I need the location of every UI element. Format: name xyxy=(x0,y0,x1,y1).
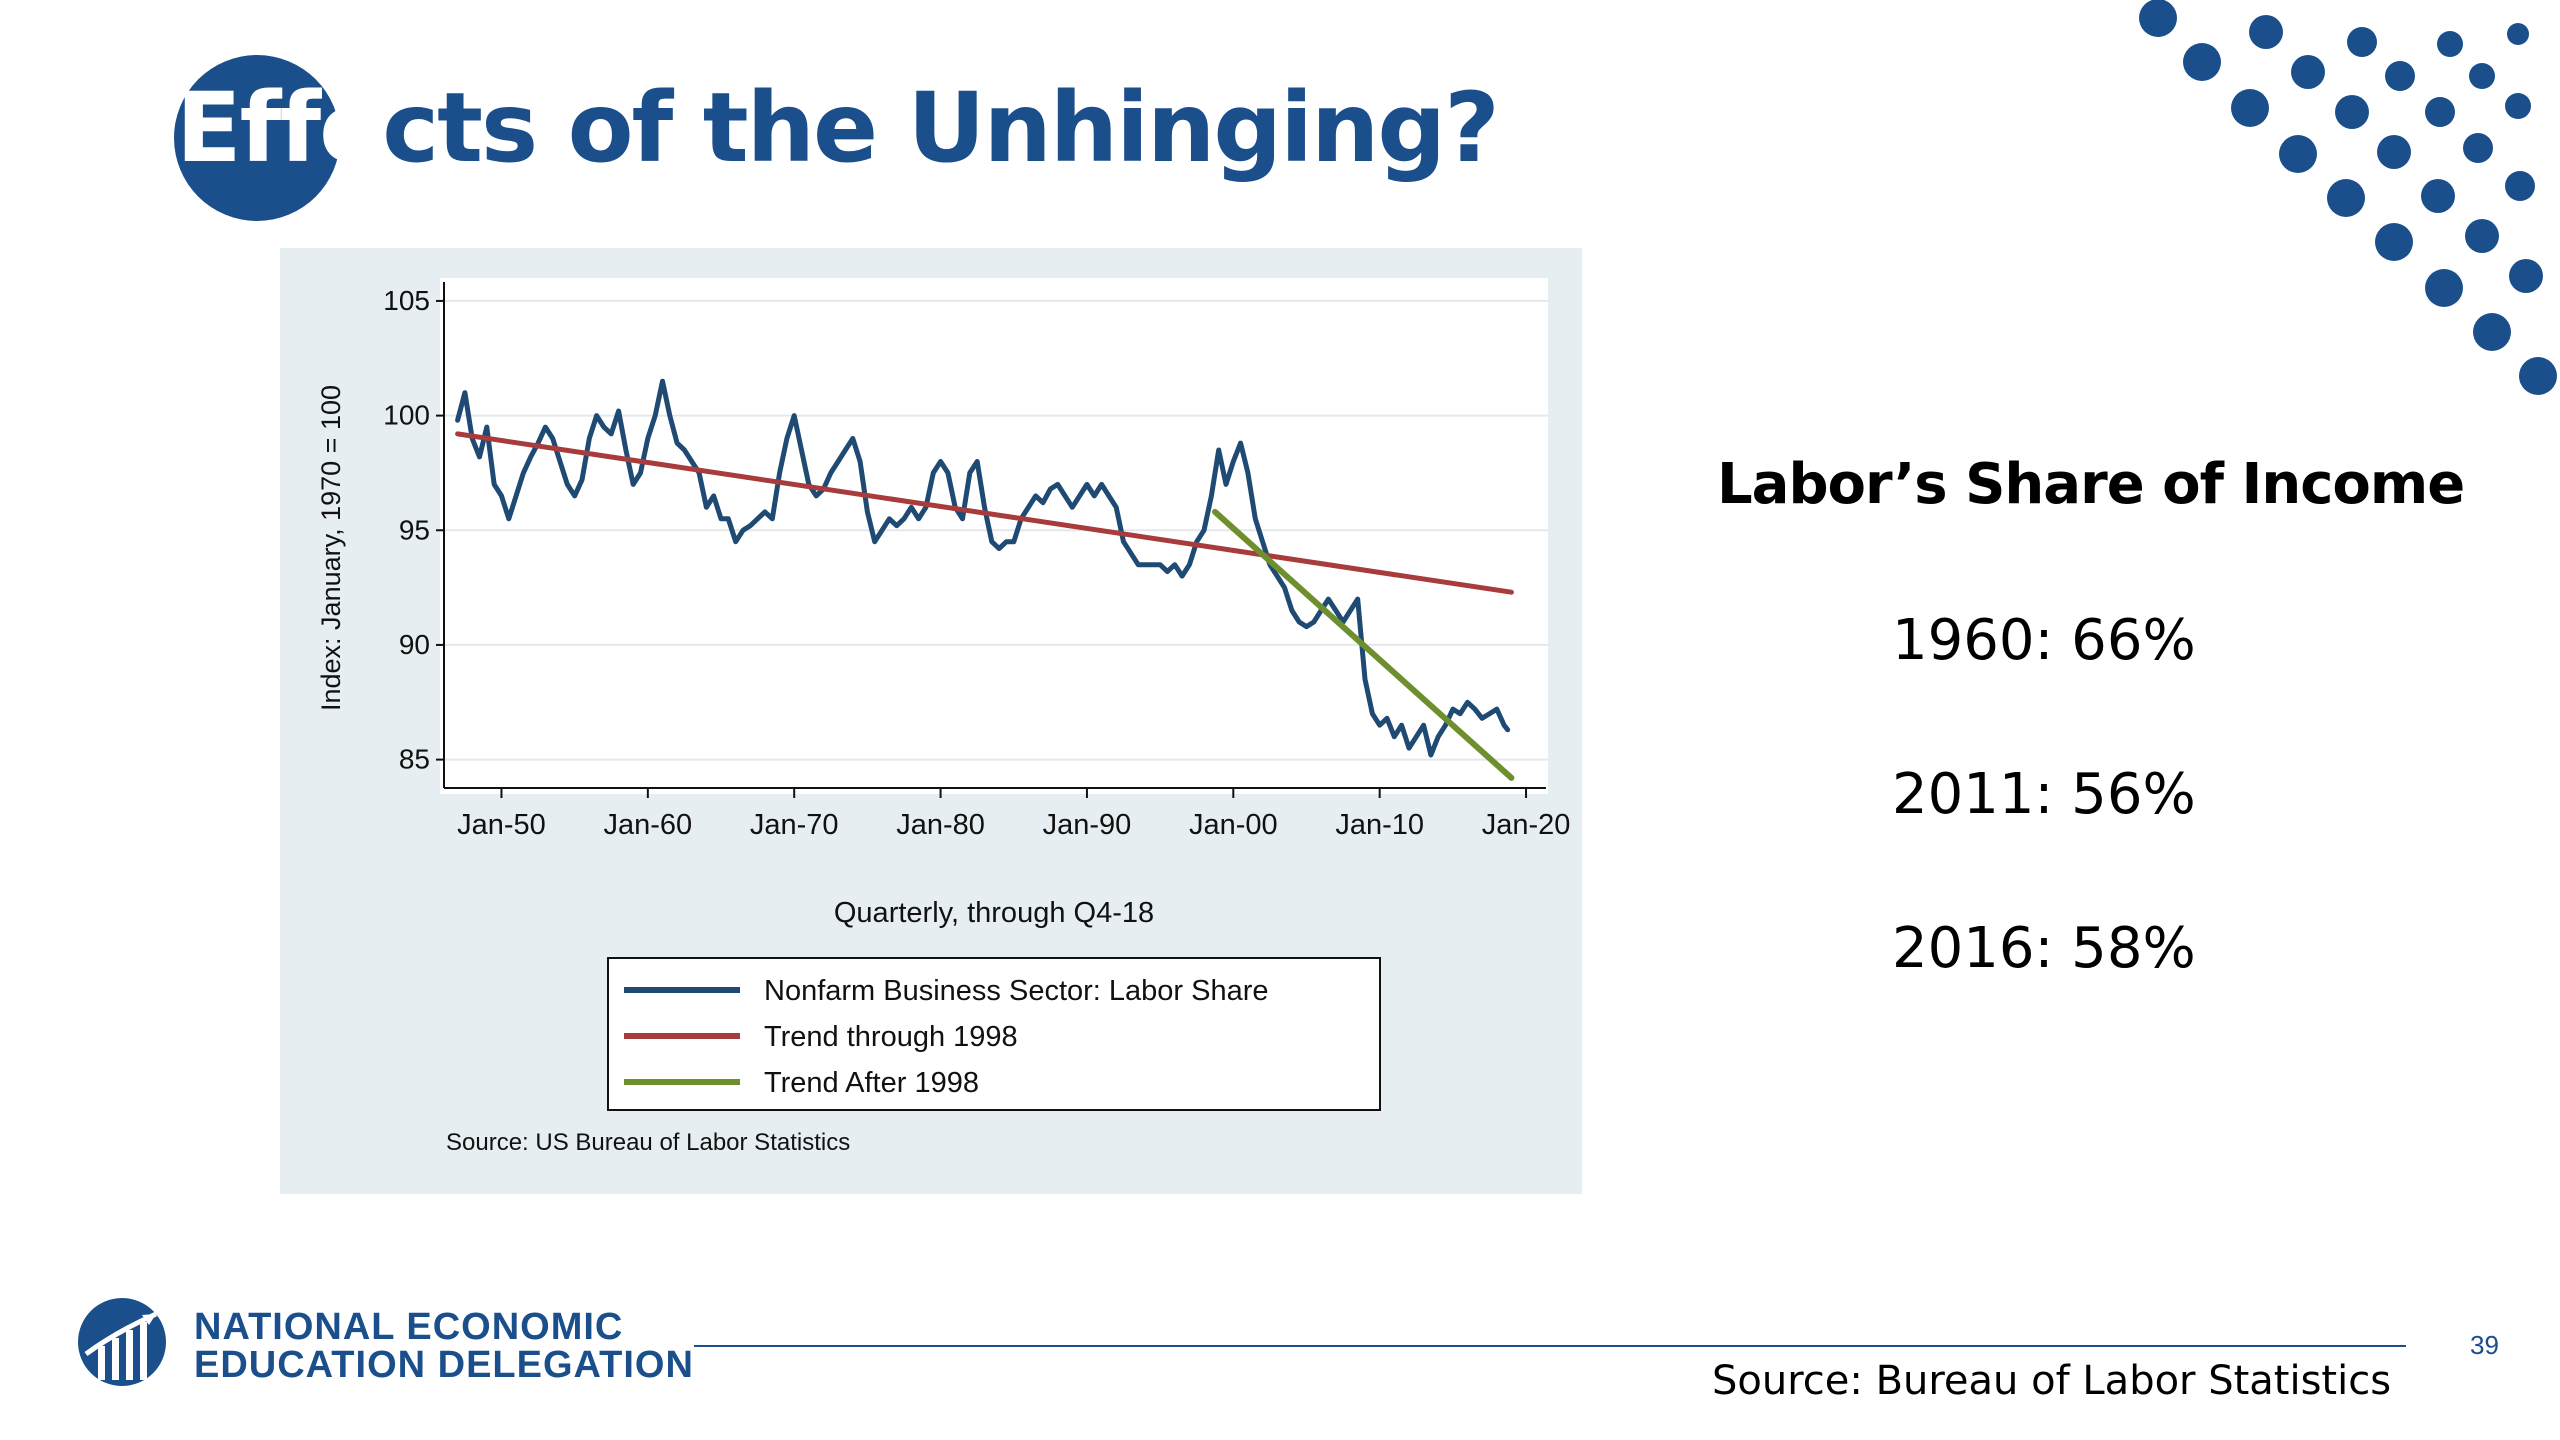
footer-rule xyxy=(694,1345,2406,1347)
y-tick-label-90: 90 xyxy=(399,629,430,660)
title-accent-circle xyxy=(174,55,340,221)
stat-2011: 2011: 56% xyxy=(1892,762,2196,827)
y-tick-label-100: 100 xyxy=(383,400,430,431)
chart-source-note: Source: US Bureau of Labor Statistics xyxy=(446,1129,850,1156)
x-tick-label-Jan-80: Jan-80 xyxy=(896,809,985,841)
slide-title: Effects of the Unhinging? xyxy=(176,72,1500,184)
series-line-1 xyxy=(455,431,1514,595)
x-tick-label-Jan-90: Jan-90 xyxy=(1043,809,1132,841)
logo-text-line2: EDUCATION DELEGATION xyxy=(194,1344,694,1386)
chart-legend: Nonfarm Business Sector: Labor Share Tren… xyxy=(607,957,1381,1111)
x-tick-label-Jan-00: Jan-00 xyxy=(1189,809,1278,841)
stat-2016: 2016: 58% xyxy=(1892,916,2196,981)
x-tick-label-Jan-50: Jan-50 xyxy=(457,809,546,841)
stats-heading: Labor’s Share of Income xyxy=(1717,452,2465,517)
plot-area xyxy=(440,278,1548,794)
x-tick-label-Jan-10: Jan-10 xyxy=(1335,809,1424,841)
logo-text-line1: NATIONAL ECONOMIC xyxy=(194,1306,624,1348)
x-tick-label-Jan-20: Jan-20 xyxy=(1482,809,1571,841)
y-tick-label-85: 85 xyxy=(399,744,430,775)
footer-source: Source: Bureau of Labor Statistics xyxy=(1712,1358,2392,1404)
chart-panel: 85 90 95 100 105 Jan-50 Jan-60 Jan-70 Jan-80 Jan-… xyxy=(280,248,1582,1194)
slide-title-highlight: Effe xyxy=(176,72,384,184)
series-line-2 xyxy=(1212,508,1515,781)
slide-title-rest: cts of the Unhinging? xyxy=(382,72,1500,184)
labor-share-chart: 85 90 95 100 105 Jan-50 Jan-60 Jan-70 Jan-80 Jan-… xyxy=(316,278,1571,1156)
logo-globe-icon xyxy=(78,1298,166,1386)
page-number: 39 xyxy=(2470,1330,2499,1360)
x-tick-label-Jan-60: Jan-60 xyxy=(604,809,693,841)
series-line-0 xyxy=(455,378,1511,758)
x-tick-label-Jan-70: Jan-70 xyxy=(750,809,839,841)
y-tick-label-95: 95 xyxy=(399,514,430,545)
y-axis-label: Index: January, 1970 = 100 xyxy=(316,385,346,711)
y-tick-label-105: 105 xyxy=(383,285,430,316)
stat-1960: 1960: 66% xyxy=(1892,608,2196,673)
legend-label-1: Trend through 1998 xyxy=(764,1021,1018,1053)
legend-label-2: Trend After 1998 xyxy=(764,1067,979,1099)
legend-label-0: Nonfarm Business Sector: Labor Share xyxy=(764,975,1269,1007)
x-axis-label: Quarterly, through Q4-18 xyxy=(834,897,1154,929)
decorative-dot-pattern xyxy=(2139,0,2557,395)
